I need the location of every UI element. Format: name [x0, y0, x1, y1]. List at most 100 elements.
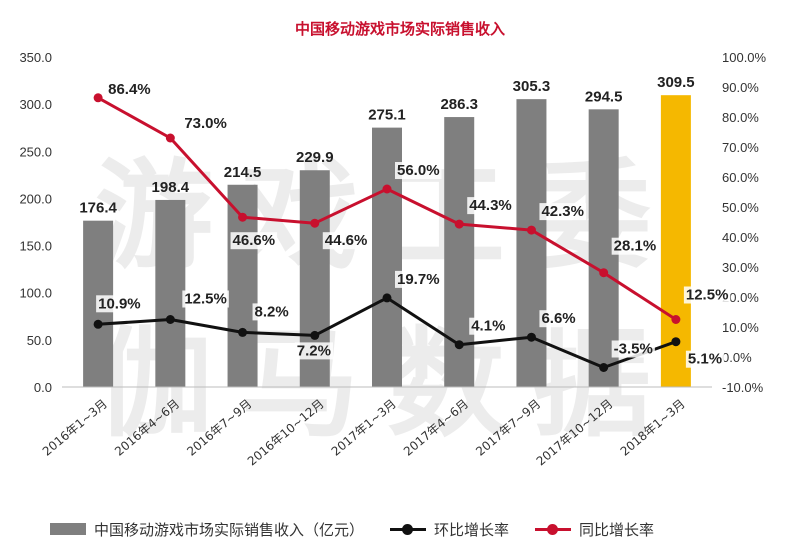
bar: [155, 199, 186, 387]
yoy-value-label: 28.1%: [614, 238, 657, 255]
value-label-background: [395, 162, 442, 179]
value-label-background: [182, 290, 229, 308]
y-right-tick-label: 90.0%: [722, 80, 759, 95]
bar-value-label: 198.4: [152, 179, 190, 196]
y-right-tick-label: 30.0%: [722, 260, 759, 275]
legend-item-qoq: 环比增长率: [390, 519, 509, 540]
yoy-value-label: 86.4%: [108, 81, 151, 98]
value-label-background: [252, 303, 291, 321]
legend-qoq-swatch: [390, 523, 427, 535]
value-label-background: [322, 232, 370, 250]
value-label-background: [230, 232, 278, 250]
qoq-value-label: 4.1%: [471, 318, 505, 335]
legend-item-revenue: 中国移动游戏市场实际销售收入（亿元）: [50, 519, 364, 540]
qoq-value-label: 10.9%: [98, 295, 141, 312]
yoy-value-label: 73.0%: [184, 115, 227, 132]
yoy-value-label: 46.6%: [233, 232, 276, 249]
qoq-value-label: 12.5%: [184, 291, 227, 308]
chart-title: 中国移动游戏市场实际销售收入: [295, 20, 505, 38]
qoq-point: [671, 337, 681, 347]
y-right-tick-label: 80.0%: [722, 110, 759, 125]
y-right-tick-label: 40.0%: [722, 230, 759, 245]
yoy-point: [93, 93, 103, 103]
y-left-tick-label: 0.0: [34, 380, 52, 395]
legend: 中国移动游戏市场实际销售收入（亿元） 环比增长率 同比增长率: [50, 517, 680, 541]
qoq-value-label: -3.5%: [614, 341, 653, 358]
legend-bar-swatch: [50, 523, 86, 535]
qoq-point: [310, 330, 320, 340]
y-right-tick-label: 70.0%: [722, 140, 759, 155]
y-right-tick-label: 10.0%: [722, 320, 759, 335]
bar: [516, 99, 547, 387]
value-label-background: [182, 115, 229, 132]
yoy-value-label: 44.6%: [325, 232, 368, 249]
legend-item-yoy: 同比增长率: [535, 519, 654, 540]
bar-value-label: 214.5: [224, 164, 262, 181]
value-label-background: [539, 310, 578, 328]
qoq-value-label: 7.2%: [297, 342, 331, 359]
yoy-point: [526, 225, 536, 235]
qoq-point: [382, 293, 392, 303]
value-label-background: [395, 270, 442, 288]
yoy-value-label: 42.3%: [541, 203, 584, 220]
value-label-background: [611, 340, 655, 358]
y-left-tick-label: 250.0: [19, 144, 52, 159]
value-label-background: [467, 197, 514, 215]
y-right-tick-label: 60.0%: [722, 170, 759, 185]
qoq-point: [238, 327, 248, 337]
value-label-background: [683, 286, 731, 304]
value-label-background: [106, 80, 153, 98]
y-left-tick-label: 300.0: [19, 97, 52, 112]
y-right-tick-label: -10.0%: [722, 380, 764, 395]
bar-value-label: 294.5: [585, 88, 623, 105]
legend-label-revenue: 中国移动游戏市场实际销售收入（亿元）: [94, 520, 365, 539]
value-label-background: [611, 237, 659, 255]
x-tick-label: 2016年1~3月: [40, 397, 110, 459]
yoy-point: [454, 219, 464, 229]
qoq-point: [526, 332, 536, 342]
y-left-tick-label: 150.0: [19, 239, 52, 254]
x-tick-label: 2016年10~12月: [245, 397, 327, 469]
bar-value-label: 286.3: [440, 96, 478, 113]
qoq-value-label: 19.7%: [397, 271, 440, 288]
y-left-tick-label: 50.0: [27, 333, 52, 348]
x-tick-label: 2017年10~12月: [534, 397, 616, 469]
y-right-tick-label: 20.0%: [722, 290, 759, 305]
yoy-point: [671, 315, 681, 324]
value-label-background: [96, 295, 143, 313]
qoq-point: [454, 340, 464, 350]
legend-label-qoq: 环比增长率: [434, 520, 510, 539]
yoy-value-label: 44.3%: [469, 197, 512, 214]
yoy-point: [165, 133, 175, 143]
qoq-value-label: 6.6%: [541, 310, 575, 327]
qoq-point: [165, 315, 175, 324]
x-tick-label: 2017年1~3月: [329, 397, 399, 459]
y-left-tick-label: 100.0: [19, 286, 52, 301]
value-label-background: [469, 317, 508, 335]
y-left-tick-label: 200.0: [19, 191, 52, 206]
qoq-value-label: 5.1%: [688, 351, 722, 368]
value-label-background: [685, 350, 725, 368]
x-tick-label: 2016年4~6月: [112, 397, 182, 459]
yoy-value-label: 56.0%: [397, 162, 440, 179]
value-label-background: [539, 203, 586, 221]
qoq-point: [599, 363, 609, 372]
bar-value-label: 176.4: [79, 200, 117, 217]
y-right-tick-label: 100.0%: [722, 50, 767, 65]
bar-value-label: 229.9: [296, 149, 334, 166]
y-right-tick-label: 50.0%: [722, 200, 759, 215]
x-tick-label: 2017年7~9月: [473, 397, 543, 459]
x-tick-label: 2018年1~3月: [618, 397, 688, 459]
yoy-value-label: 12.5%: [686, 287, 729, 304]
yoy-point: [310, 218, 320, 228]
legend-label-yoy: 同比增长率: [579, 520, 655, 539]
yoy-point: [238, 212, 248, 222]
bar-value-label: 275.1: [368, 107, 406, 124]
y-right-tick-label: 0.0%: [722, 350, 752, 365]
value-label-background: [294, 342, 333, 360]
y-left-tick-label: 350.0: [19, 50, 52, 65]
legend-yoy-swatch: [535, 523, 572, 535]
yoy-point: [599, 268, 609, 278]
qoq-value-label: 8.2%: [255, 303, 289, 320]
